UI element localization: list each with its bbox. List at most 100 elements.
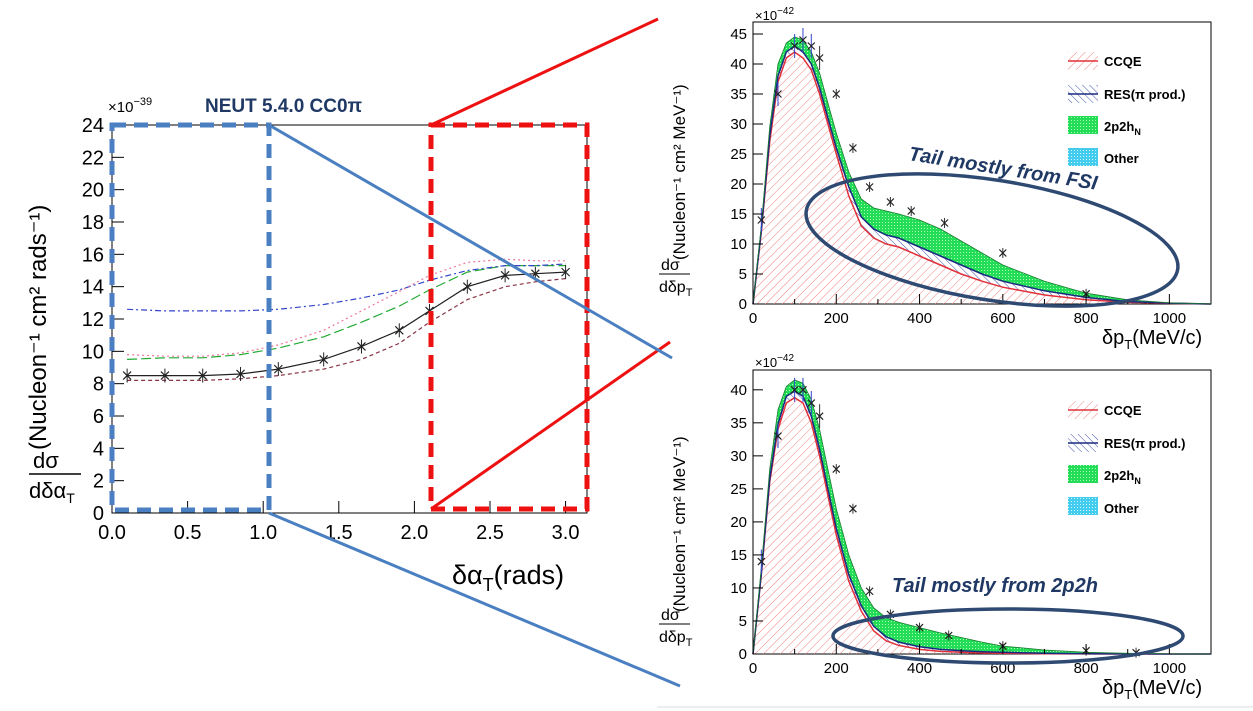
top-legend: CCQE RES(π prod.) 2p2hN Other [1068,52,1185,166]
bottom-data-marker [865,587,874,596]
connector-lines [268,17,681,688]
left-series-line-2 [127,263,566,312]
bottom-y-label: dσ dδpT (Nucleon⁻¹ cm² MeV⁻¹) [659,436,693,649]
top-y-tick-label: 30 [730,116,747,133]
bottom-2p2h-line [752,379,1212,655]
bottom-data-marker [807,399,816,407]
bottom-annotation-text: Tail mostly from 2p2h [892,575,1098,597]
left-y-tick-label: 22 [82,147,104,169]
top-data-marker [998,249,1007,257]
top-chart: 0 200 400 600 800 1000 0 5 10 15 20 25 30 35 40 45 ×10−… [659,6,1212,352]
blue-selection-box [109,122,272,513]
left-y-tick-label: 12 [82,309,104,331]
bottom-exponent: ×10−42 [755,353,794,370]
top-x-tick-label: 1000 [1153,310,1186,327]
left-y-tick-label: 8 [93,374,104,396]
top-data-marker [907,207,916,215]
left-y-label: dσ dδαT (Nucleon⁻¹ cm² rads⁻¹) [25,205,81,506]
bottom-ylabel-num: dσ [661,607,680,624]
left-y-tick-label: 20 [82,180,104,202]
left-ylabel-units: (Nucleon⁻¹ cm² rads⁻¹) [25,205,52,450]
top-data-marker [849,144,857,152]
bottom-data-marker [774,432,782,440]
legend-swatch-other [1068,148,1098,166]
bottom-y-tick-label: 25 [730,481,747,498]
left-ylabel-den: dδαT [29,478,75,506]
left-x-tick-label: 0.0 [98,522,126,544]
top-x-tick-label: 200 [824,310,849,327]
top-y-tick-label: 0 [739,296,747,313]
top-ylabel-units: (Nucleon⁻¹ cm² MeV⁻¹) [670,84,689,260]
bottom-x-tick-label: 1000 [1153,660,1186,677]
legend-swatch-other [1068,497,1098,515]
top-x-label: δpT(MeV/c) [1102,327,1202,352]
top-exponent: ×10−42 [755,6,794,23]
bottom-y-tick-label: 35 [730,415,747,432]
top-2p2h-line [752,36,1212,305]
bottom-data-marker [815,412,824,421]
bottom-x-tick-label: 400 [907,660,932,677]
legend-label-ccqe: CCQE [1104,403,1142,418]
left-y-tick-label: 16 [82,244,104,266]
legend-label-2p2h: 2p2hN [1104,468,1141,486]
top-data-marker [757,216,766,224]
bottom-data-marker [757,557,766,566]
top-y-tick-label: 10 [730,236,747,253]
blue-connector-bottom [268,511,681,688]
top-data-marker [940,219,949,227]
bottom-y-tick-label: 10 [730,580,747,597]
bottom-data-marker [915,623,924,632]
left-chart-title: NEUT 5.4.0 CC0π [205,96,363,117]
bottom-data-marker [944,631,953,640]
bottom-res-line [752,390,1211,655]
top-annotation-ellipse [804,172,1180,308]
blue-connector-top [268,123,673,360]
bottom-x-tick-label: 800 [1074,660,1099,677]
bottom-data-marker [849,504,857,513]
top-y-tick-label: 40 [730,56,747,73]
legend-swatch-2p2h [1068,465,1098,483]
top-data-marker [886,198,895,206]
top-x-tick-label: 400 [907,310,932,327]
legend-label-ccqe: CCQE [1104,54,1142,69]
bottom-y-tick-label: 0 [739,646,747,663]
bottom-x-tick-label: 200 [824,660,849,677]
left-x-tick-label: 0.5 [174,522,202,544]
left-y-tick-label: 6 [93,406,104,428]
left-x-tick-label: 2.5 [476,522,504,544]
red-connector-bottom [430,340,671,511]
legend-label-other: Other [1104,151,1139,166]
left-x-tick-label: 1.5 [325,522,353,544]
bottom-data-marker [790,385,799,394]
legend-label-other: Other [1104,501,1139,516]
top-data-marker [790,42,799,50]
top-2p2h-band [753,37,1211,304]
top-area-group [752,28,1212,305]
legend-label-2p2h: 2p2hN [1104,119,1141,137]
left-x-tick-label: 3.0 [552,522,580,544]
top-data-marker [807,42,816,50]
left-y-tick-label: 10 [82,341,104,363]
bottom-ccqe-area [753,397,1211,654]
bottom-x-tick-label: 0 [749,660,757,677]
left-x-tick-label: 1.0 [249,522,277,544]
top-ccqe-area [753,52,1211,304]
red-selection-box [428,122,590,512]
top-data-marker [815,54,824,62]
bottom-y-tick-label: 30 [730,448,747,465]
top-data-marker [799,36,807,44]
legend-label-res: RES(π prod.) [1104,87,1185,102]
red-connector-top [430,17,659,127]
left-chart: 0.0 0.5 1.0 1.5 2.0 2.5 3.00246810121416182022… [25,96,590,595]
top-res-line [752,45,1212,305]
bottom-ylabel-den: dδpT [659,629,693,649]
bottom-y-tick-label: 15 [730,547,747,564]
left-y-tick-label: 24 [82,115,104,137]
bottom-y-tick-label: 40 [730,382,747,399]
top-ccqe-line [752,51,1212,305]
left-y-tick-label: 18 [82,212,104,234]
top-data-marker [774,90,782,98]
left-y-tick-label: 14 [82,277,104,299]
top-y-tick-label: 5 [739,266,747,283]
